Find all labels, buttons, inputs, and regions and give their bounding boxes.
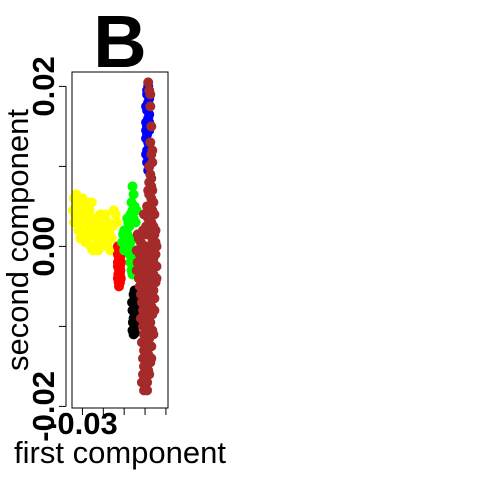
data-point-series-0-36 xyxy=(106,233,117,244)
y-tick-label-0: -0.02 xyxy=(26,371,61,442)
data-point-series-5-105 xyxy=(144,161,155,172)
data-point-series-4-12 xyxy=(130,305,141,316)
data-point-series-2-26 xyxy=(119,245,130,256)
y-tick-label-2: 0.02 xyxy=(26,56,61,116)
data-point-series-5-0 xyxy=(143,77,154,88)
data-point-series-5-5 xyxy=(145,137,156,148)
data-point-series-2-1 xyxy=(128,189,139,200)
data-point-series-5-104 xyxy=(146,173,157,184)
data-point-series-5-106 xyxy=(147,145,158,156)
data-point-series-5-2 xyxy=(145,89,156,100)
x-axis-label: first component xyxy=(14,435,226,470)
data-point-series-1-17 xyxy=(115,253,125,264)
data-point-series-5-98 xyxy=(144,369,155,380)
data-point-series-2-25 xyxy=(118,229,129,240)
data-point-series-5-103 xyxy=(141,221,152,232)
data-point-series-5-75 xyxy=(145,317,156,328)
data-point-series-5-100 xyxy=(149,229,160,240)
data-point-series-4-15 xyxy=(130,327,140,338)
y-axis-label: second component xyxy=(0,109,35,371)
y-tick-label-1: 0.00 xyxy=(26,216,61,276)
data-point-series-5-107 xyxy=(148,253,159,264)
data-point-series-4-17 xyxy=(127,297,138,308)
x-tick-label-0: -0.03 xyxy=(47,406,118,441)
data-point-series-5-62 xyxy=(148,285,159,296)
data-point-series-1-19 xyxy=(115,273,126,284)
data-point-series-0-45 xyxy=(68,205,78,216)
data-point-series-0-43 xyxy=(110,209,121,220)
data-point-series-5-66 xyxy=(149,293,160,304)
data-point-series-0-47 xyxy=(82,197,93,208)
data-point-series-0-50 xyxy=(107,221,118,232)
scatter-points xyxy=(68,77,162,396)
data-point-series-0-48 xyxy=(95,209,106,220)
data-point-series-5-4 xyxy=(146,121,157,132)
data-point-series-2-0 xyxy=(127,181,138,192)
data-point-series-2-24 xyxy=(130,217,141,228)
data-point-series-5-109 xyxy=(148,329,159,340)
data-point-series-0-41 xyxy=(80,237,91,248)
data-point-series-0-38 xyxy=(97,241,108,252)
data-point-series-5-36 xyxy=(151,241,162,252)
axes: -0.03-0.02 0.00 0.02 xyxy=(26,56,167,442)
data-point-series-0-46 xyxy=(73,225,84,236)
data-point-series-0-51 xyxy=(105,245,116,256)
data-point-series-2-23 xyxy=(131,205,142,216)
data-point-series-0-30 xyxy=(84,205,95,216)
data-point-series-5-97 xyxy=(142,385,153,396)
panel-label: B xyxy=(93,0,146,83)
data-point-series-5-108 xyxy=(149,305,160,316)
data-point-series-5-3 xyxy=(145,101,156,112)
data-point-series-5-101 xyxy=(151,273,162,284)
data-point-series-5-102 xyxy=(132,229,143,240)
data-point-series-5-48 xyxy=(151,261,162,272)
data-point-series-5-83 xyxy=(146,341,157,352)
data-point-series-5-99 xyxy=(146,353,157,364)
